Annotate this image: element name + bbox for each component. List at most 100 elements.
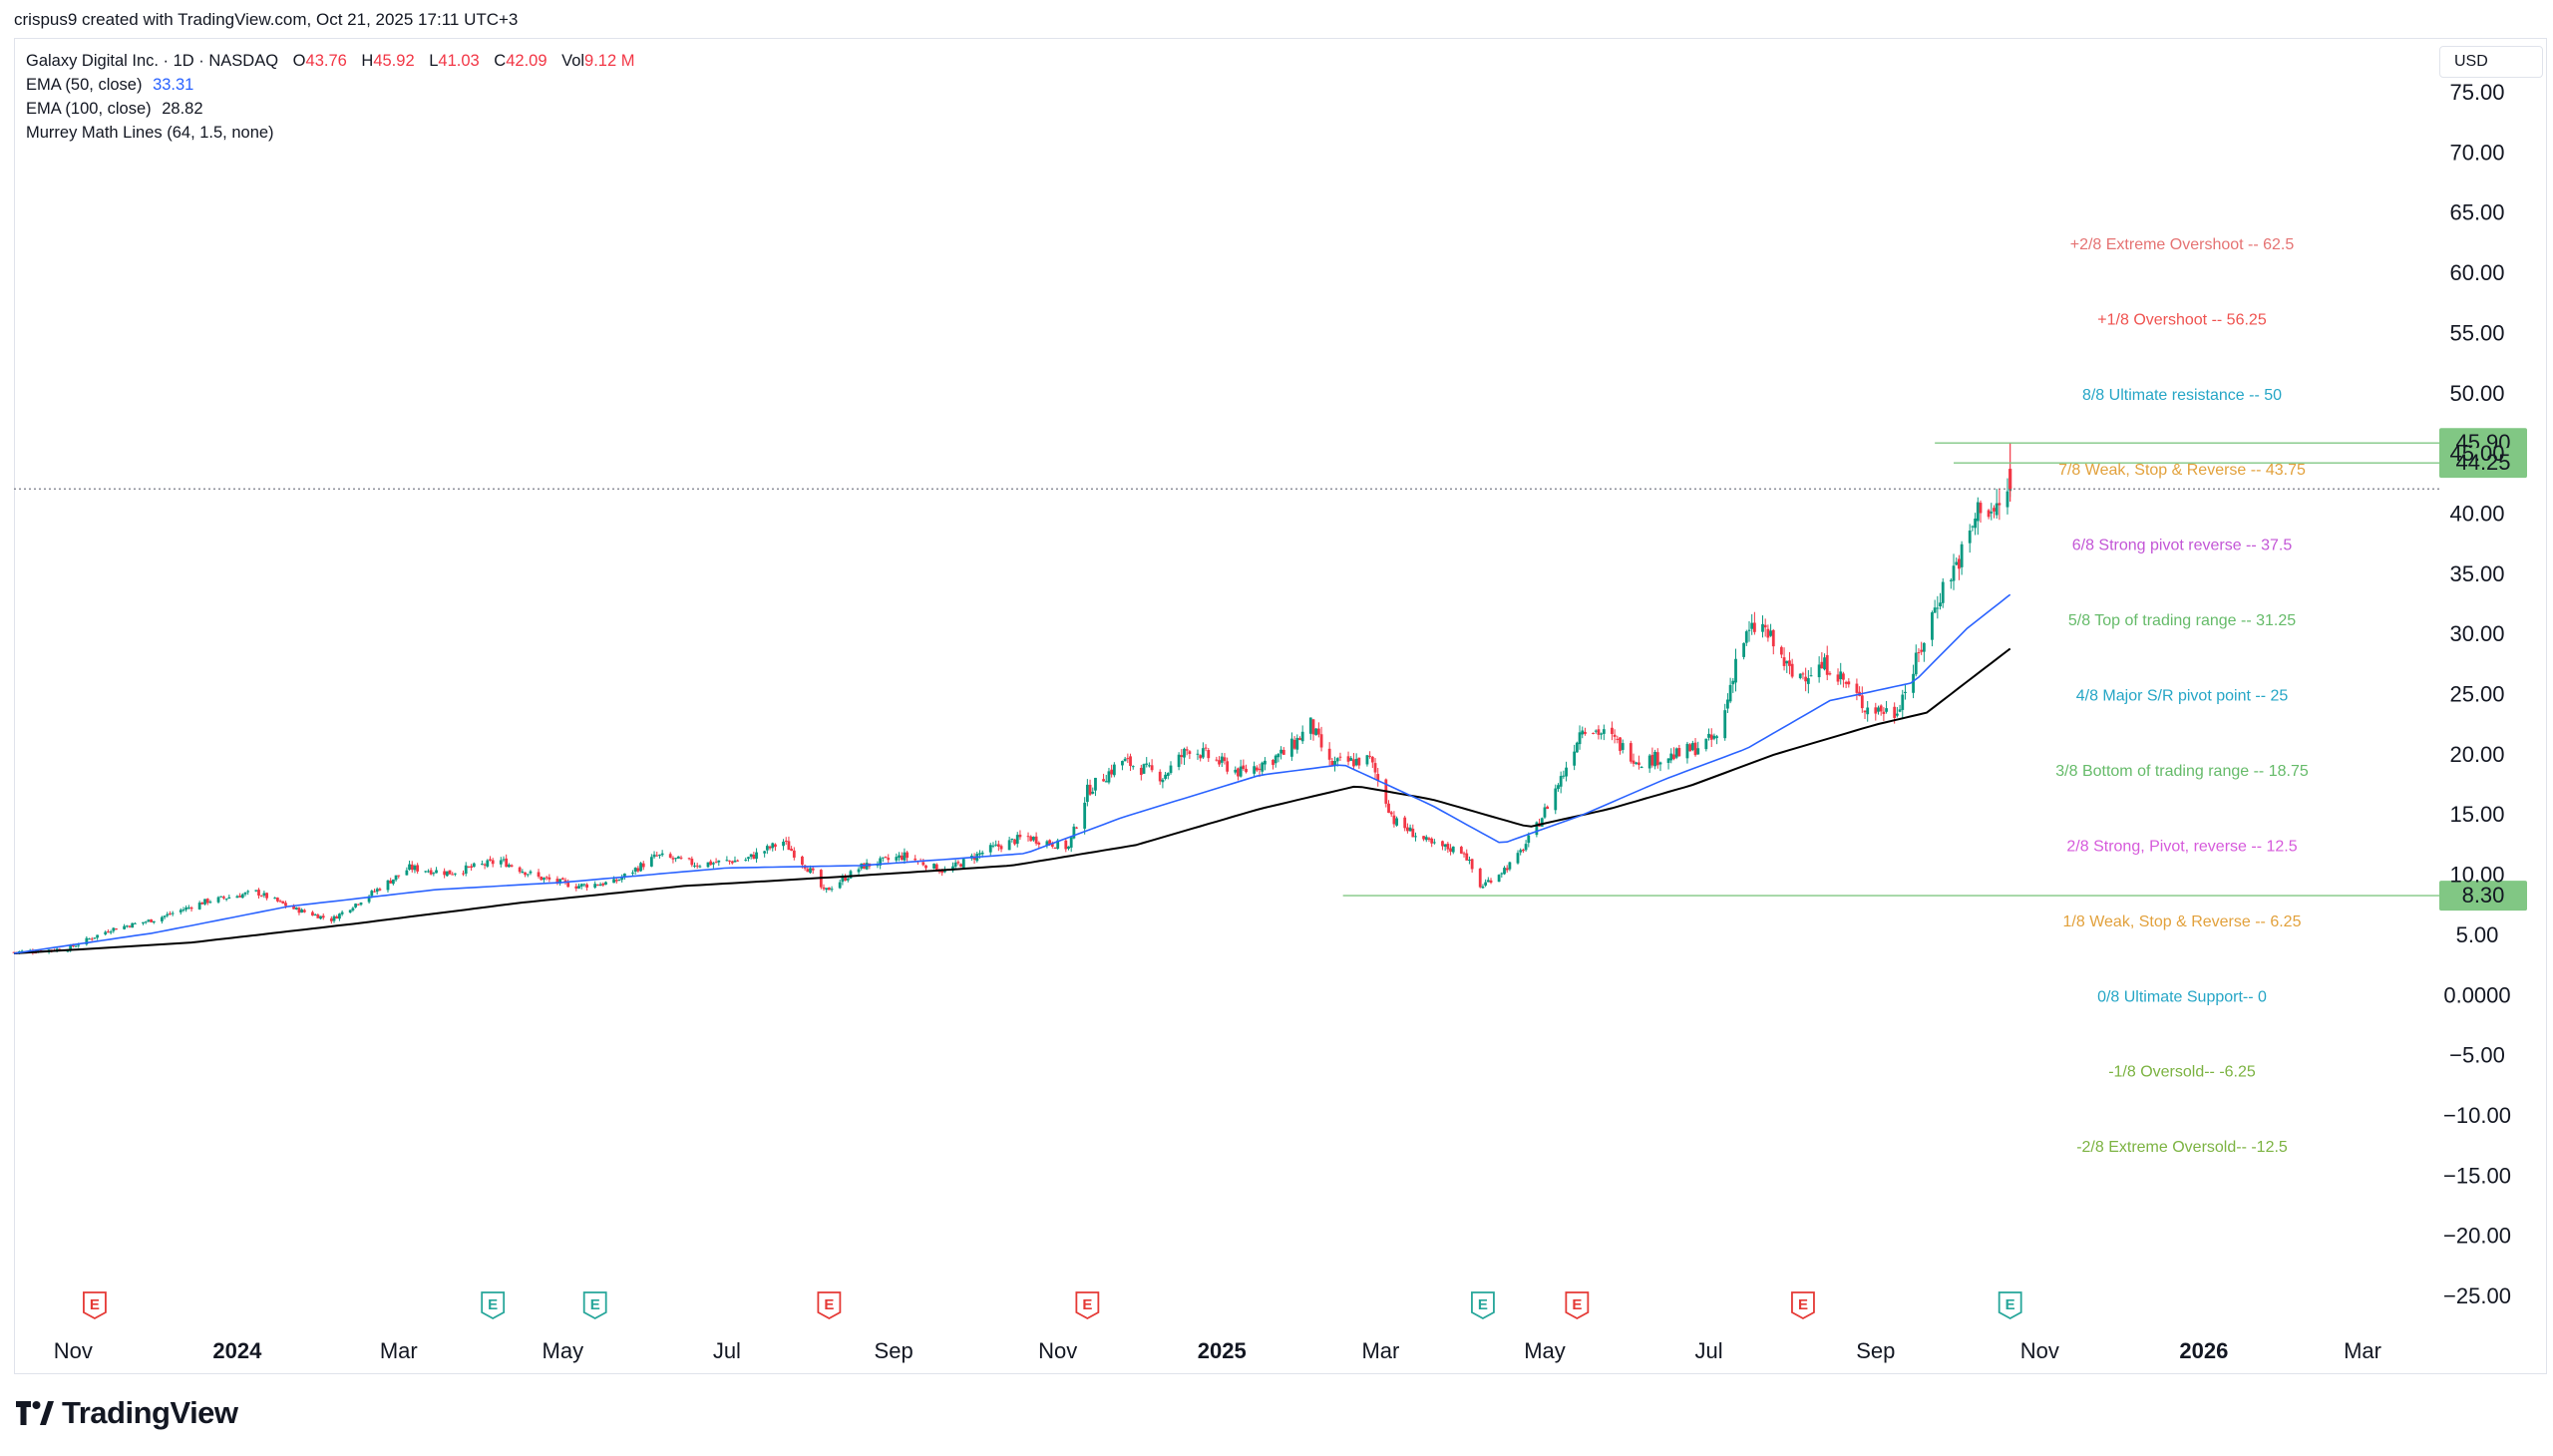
- candle-body: [1543, 807, 1547, 818]
- candle-body: [435, 870, 438, 874]
- candle-body: [1239, 766, 1243, 777]
- price-tick-label: 25.00: [2449, 682, 2504, 707]
- candle-body: [543, 878, 546, 881]
- candle-body: [147, 919, 151, 922]
- murrey-legend[interactable]: Murrey Math Lines (64, 1.5, none): [26, 124, 274, 143]
- candle-body: [639, 863, 642, 872]
- candle-body: [1123, 758, 1127, 762]
- candle-body: [1424, 837, 1428, 841]
- candle-body: [1993, 508, 1996, 512]
- candle-body: [1647, 755, 1651, 769]
- candle-body: [1503, 868, 1506, 875]
- candle-body: [397, 875, 401, 877]
- candle-body: [378, 889, 382, 891]
- candle-body: [844, 877, 847, 881]
- candle-body: [297, 908, 301, 913]
- candle-body: [275, 898, 279, 902]
- murrey-label[interactable]: Murrey Math Lines (64, 1.5, none): [26, 124, 274, 142]
- earnings-event-icon[interactable]: E: [1791, 1291, 1815, 1320]
- candle-body: [123, 925, 127, 929]
- ema50-label[interactable]: EMA (50, close): [26, 76, 143, 94]
- event-letter: E: [824, 1296, 834, 1313]
- price-tick-label: 65.00: [2449, 200, 2504, 225]
- candle-body: [480, 864, 484, 866]
- candle-body: [1481, 886, 1485, 889]
- close-value: 42.09: [506, 52, 547, 70]
- candle-body: [1180, 755, 1184, 758]
- candle-body: [577, 886, 580, 889]
- candle-body: [142, 921, 145, 923]
- candle-body: [865, 863, 869, 870]
- dividend-event-icon[interactable]: E: [1998, 1291, 2022, 1320]
- tradingview-logo[interactable]: TradingView: [16, 1391, 238, 1435]
- candle-body: [830, 889, 834, 891]
- symbol-legend[interactable]: Galaxy Digital Inc. · 1D · NASDAQ O43.76…: [26, 52, 635, 71]
- candle-body: [354, 904, 358, 908]
- candle-body: [424, 871, 428, 873]
- candle-body: [1368, 755, 1372, 757]
- candle-body: [1836, 674, 1840, 682]
- candle-body: [1879, 705, 1883, 712]
- currency-selector[interactable]: USD: [2439, 46, 2543, 78]
- murrey-level-label: 2/8 Strong, Pivot, reverse -- 12.5: [2066, 838, 2297, 855]
- ema100-label[interactable]: EMA (100, close): [26, 100, 152, 118]
- candle-body: [1958, 558, 1961, 569]
- candle-body: [1723, 710, 1727, 739]
- ema100-legend[interactable]: EMA (100, close) 28.82: [26, 100, 203, 119]
- candle-body: [96, 934, 100, 938]
- ema100-line: [13, 647, 2011, 954]
- symbol-title[interactable]: Galaxy Digital Inc. · 1D · NASDAQ: [26, 52, 279, 70]
- earnings-event-icon[interactable]: E: [1075, 1291, 1100, 1320]
- candle-body: [1635, 762, 1639, 764]
- chart-pane[interactable]: [14, 38, 2547, 1374]
- candle-body: [389, 880, 393, 884]
- ema50-legend[interactable]: EMA (50, close) 33.31: [26, 76, 193, 95]
- earnings-event-icon[interactable]: E: [817, 1291, 842, 1320]
- dividend-event-icon[interactable]: E: [1471, 1291, 1495, 1320]
- candle-body: [1053, 847, 1057, 850]
- candle-body: [1295, 737, 1299, 750]
- candle-body: [806, 869, 810, 873]
- price-tick-label: −25.00: [2443, 1283, 2511, 1308]
- candle-body: [427, 871, 430, 873]
- candle-body: [1842, 673, 1845, 680]
- candle-body: [518, 867, 522, 873]
- high-key: H: [361, 52, 374, 70]
- candle-body: [1666, 758, 1670, 763]
- candle-body: [1422, 836, 1425, 840]
- candle-body: [1788, 660, 1791, 666]
- candle-body: [1255, 767, 1259, 771]
- candle-body: [1204, 747, 1208, 749]
- earnings-event-icon[interactable]: E: [83, 1291, 107, 1320]
- candle-body: [1264, 760, 1267, 765]
- candle-body: [1734, 658, 1737, 683]
- candle-body: [921, 862, 925, 866]
- candle-body: [1621, 743, 1625, 750]
- candle-body: [1898, 709, 1902, 712]
- candle-body: [940, 871, 944, 874]
- candle-body: [1126, 758, 1130, 760]
- candle-body: [1432, 842, 1436, 844]
- candle-body: [545, 877, 548, 879]
- chart-snapshot-header: crispus9 created with TradingView.com, O…: [14, 10, 519, 29]
- candle-body: [1272, 759, 1275, 765]
- candle-body: [243, 893, 247, 895]
- candle-body: [464, 865, 468, 875]
- candle-body: [1554, 788, 1558, 811]
- candle-body: [582, 884, 586, 886]
- ema100-value: 28.82: [162, 100, 203, 118]
- candle-body: [1855, 683, 1859, 693]
- price-tick-label: −5.00: [2449, 1043, 2505, 1068]
- price-tick-label: 40.00: [2449, 501, 2504, 526]
- candle-body: [1333, 761, 1336, 766]
- candle-body: [429, 870, 433, 875]
- dividend-event-icon[interactable]: E: [582, 1291, 607, 1320]
- candle-body: [579, 884, 583, 887]
- earnings-event-icon[interactable]: E: [1565, 1291, 1590, 1320]
- dividend-event-icon[interactable]: E: [481, 1291, 506, 1320]
- candle-body: [1581, 730, 1585, 735]
- candle-body: [1575, 742, 1579, 753]
- candle-body: [1933, 607, 1937, 613]
- event-letter: E: [1082, 1296, 1092, 1313]
